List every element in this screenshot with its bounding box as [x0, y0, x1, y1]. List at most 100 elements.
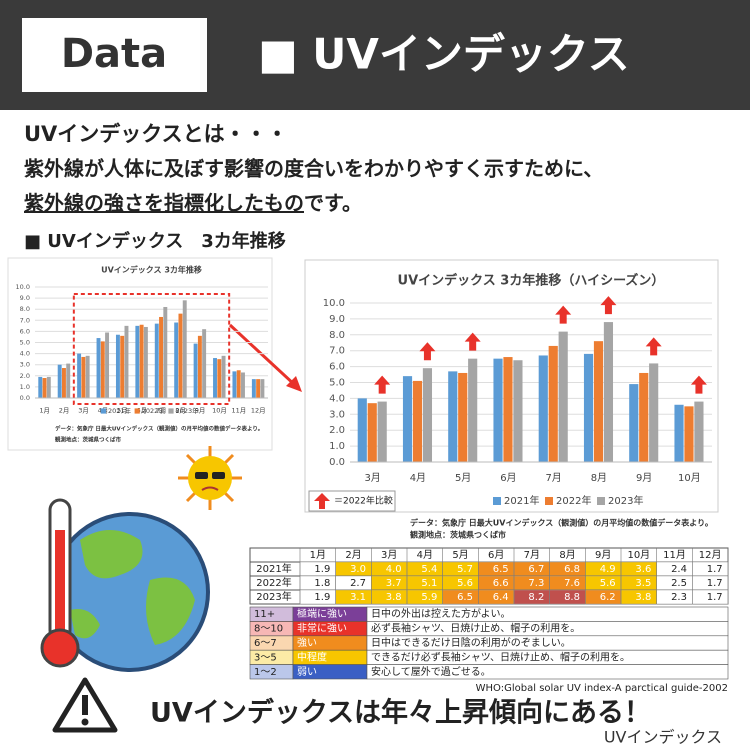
bar	[174, 322, 179, 398]
bar	[241, 372, 245, 398]
y-tick-label: 6.0	[329, 362, 345, 373]
bar	[217, 359, 222, 398]
bar	[260, 379, 265, 398]
scale-advice-cell	[366, 664, 729, 680]
chart-title: UVインデックス 3カ年推移（ハイシーズン）	[398, 273, 665, 289]
bar	[120, 335, 125, 398]
table-value: 2.4	[671, 564, 687, 575]
bar	[115, 334, 120, 398]
scale-level: 8〜10	[254, 624, 283, 635]
table-value: 3.8	[635, 592, 651, 603]
table-value: 4.9	[600, 564, 616, 575]
bar	[513, 360, 523, 462]
scale-source: WHO:Global solar UV index-A parctical gu…	[476, 683, 728, 694]
bar	[143, 326, 148, 398]
chart-source: 観測地点：茨城県つくば市	[55, 436, 122, 444]
chart-source: データ：気象庁 日最大UVインデックス（観測値）の月平均値の数値データ表より。	[410, 518, 713, 528]
table-value: 1.9	[314, 564, 330, 575]
bar	[357, 398, 367, 462]
y-tick-label: 1.0	[20, 383, 30, 391]
bar	[57, 364, 62, 398]
legend-swatch	[545, 497, 553, 505]
legend-label: 2021年	[108, 406, 132, 415]
bar	[583, 353, 594, 462]
table-header: 8月	[559, 549, 575, 561]
bar	[402, 376, 413, 462]
table-header: 12月	[699, 549, 722, 561]
y-tick-label: 0.0	[329, 457, 345, 468]
x-tick-label: 10月	[212, 407, 227, 415]
table-header: 11月	[663, 549, 686, 561]
table-value: 2.3	[671, 592, 687, 603]
scale-advice: 日中の外出は控えた方がよい。	[371, 607, 511, 620]
footer-message: UVインデックスは年々上昇傾向にある！	[150, 697, 651, 729]
y-tick-label: 3.0	[329, 409, 345, 420]
table-header: 5月	[452, 549, 468, 561]
highlight-box	[72, 293, 231, 405]
table-header: 9月	[595, 549, 611, 561]
bar	[197, 335, 202, 398]
intro-emphasis: 紫外線の強さを指標化したもの	[24, 191, 304, 215]
intro-end: です。	[304, 191, 362, 215]
legend-swatch	[100, 408, 106, 414]
table-value: 5.7	[457, 564, 473, 575]
x-tick-label: 6月	[136, 407, 147, 415]
section-title: ■ UVインデックス 3カ年推移	[24, 230, 286, 252]
bar	[100, 341, 105, 398]
table-value: 6.4	[493, 592, 509, 603]
bar	[548, 345, 558, 462]
table-header: 7月	[524, 549, 540, 561]
x-tick-label: 11月	[231, 407, 246, 415]
bar	[458, 372, 468, 462]
bar	[139, 324, 144, 398]
bar	[77, 353, 82, 398]
scale-label: 中程度	[297, 650, 327, 663]
table-value: 8.8	[564, 592, 580, 603]
header-title: ■ UVインデックス	[258, 30, 630, 79]
table-row-label: 2021年	[256, 562, 291, 575]
y-tick-label: 0.0	[20, 394, 30, 402]
y-tick-label: 10.0	[323, 298, 345, 309]
y-tick-label: 5.0	[20, 339, 30, 347]
bar	[61, 368, 66, 398]
y-tick-label: 10.0	[16, 283, 30, 291]
y-tick-label: 4.0	[20, 350, 30, 358]
table-value: 2.5	[671, 578, 687, 589]
x-tick-label: 8月	[175, 407, 186, 415]
increase-arrow	[645, 337, 662, 356]
intro-line: 紫外線が人体に及ぼす影響の度合いをわかりやすく示すために、	[24, 157, 603, 181]
bar	[367, 403, 377, 462]
x-tick-label: 6月	[500, 472, 516, 484]
table-header: 2月	[345, 549, 361, 561]
table-value: 3.5	[635, 578, 651, 589]
x-tick-label: 4月	[410, 472, 426, 484]
y-tick-label: 4.0	[329, 393, 345, 404]
legend-note: ＝2022年比較	[334, 495, 393, 507]
sun-illustration	[178, 446, 242, 510]
table-value: 1.7	[707, 578, 723, 589]
bar	[193, 343, 198, 398]
scale-advice: できるだけ必ず長袖シャツ、日焼け止め、帽子の利用を。	[371, 650, 630, 663]
y-tick-label: 7.0	[20, 316, 30, 324]
table-value: 5.4	[421, 564, 437, 575]
increase-arrow	[555, 305, 572, 324]
legend-label: 2021年	[504, 494, 539, 507]
bar	[182, 300, 187, 398]
y-tick-label: 9.0	[20, 294, 30, 302]
table-value: 1.9	[314, 592, 330, 603]
increase-arrow	[374, 375, 391, 394]
footer-tag: UVインデックス	[604, 728, 722, 747]
bar	[412, 380, 423, 462]
table-value: 6.7	[528, 564, 544, 575]
scale-label: 弱い	[297, 666, 317, 678]
chart-source: データ：気象庁 日最大UVインデックス（観測値）の月平均値の数値データ表より。	[55, 425, 263, 433]
bar	[163, 306, 168, 398]
bar	[46, 376, 51, 398]
bar	[493, 358, 503, 462]
bar	[154, 323, 159, 398]
y-tick-label: 3.0	[20, 361, 30, 369]
increase-arrow	[464, 332, 481, 351]
y-tick-label: 8.0	[20, 305, 30, 313]
table-value: 4.0	[386, 564, 402, 575]
table-value: 3.8	[386, 592, 402, 603]
